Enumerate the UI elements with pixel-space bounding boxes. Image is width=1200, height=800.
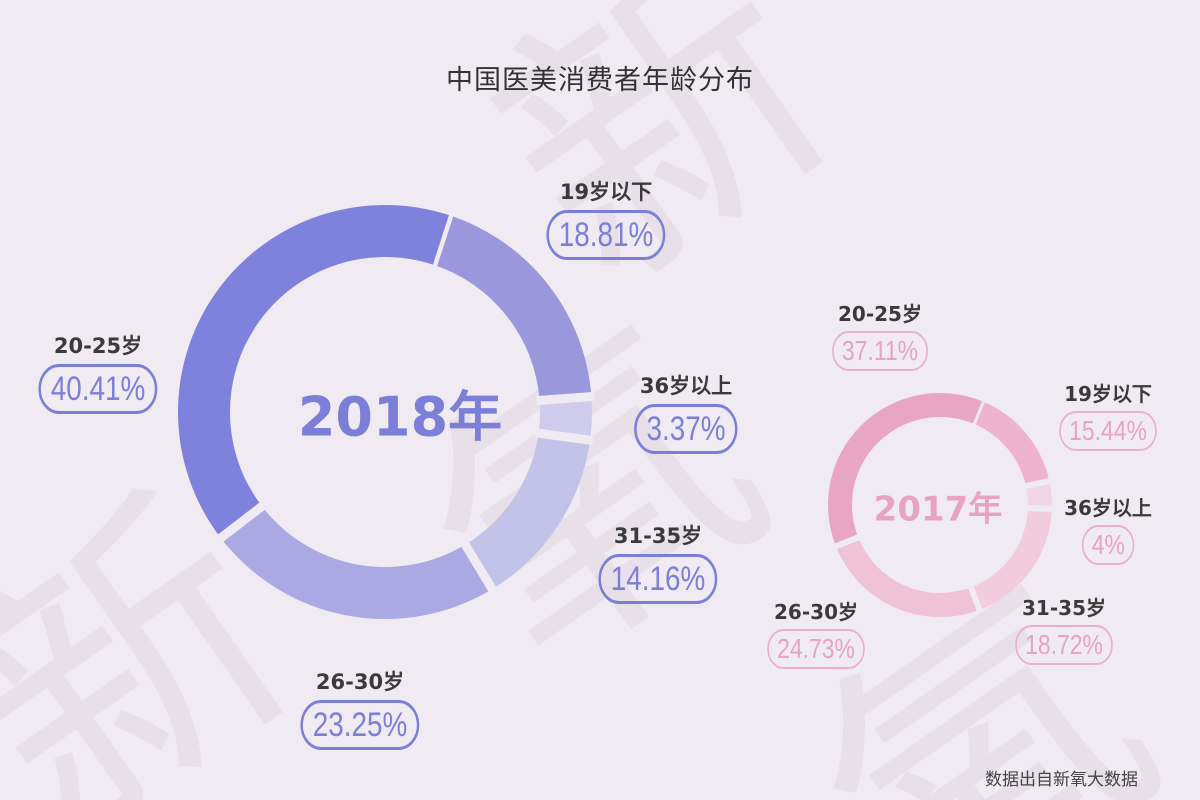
chart-title: 中国医美消费者年龄分布	[446, 65, 754, 96]
center-label-2017: 2017年	[873, 489, 1003, 530]
label-2017-a20: 20-25岁 37.11%	[822, 298, 939, 371]
category-label: 20-25岁	[838, 302, 922, 326]
category-label: 26-30岁	[315, 670, 405, 694]
value-pill: 3.37%	[634, 404, 738, 454]
value-pill: 4%	[1081, 525, 1135, 565]
value-pill: 14.16%	[598, 554, 718, 604]
category-label: 36岁以上	[1064, 496, 1152, 520]
label-2018-a26: 26-30岁 23.25%	[287, 666, 432, 750]
data-source-note: 数据出自新氧大数据	[985, 770, 1138, 790]
category-label: 19岁以下	[559, 180, 653, 204]
label-2018-u19: 19岁以下 18.81%	[533, 176, 678, 260]
category-label: 31-35岁	[1022, 596, 1106, 620]
category-label: 31-35岁	[613, 524, 703, 548]
donut-segment	[1025, 480, 1052, 509]
label-2017-a26: 26-30岁 24.73%	[757, 596, 876, 669]
label-2017-a31: 31-35岁 18.72%	[1005, 592, 1124, 665]
value-pill: 18.72%	[1015, 625, 1113, 665]
label-2017-o36: 36岁以上 4%	[1064, 492, 1152, 565]
value-pill: 23.25%	[300, 700, 420, 750]
category-label: 20-25岁	[53, 334, 143, 358]
donut-segment	[177, 205, 449, 538]
donut-segment	[220, 506, 493, 619]
donut-segment	[828, 393, 982, 547]
donut-segment	[970, 508, 1052, 610]
donut-segment	[972, 401, 1050, 487]
category-label: 26-30岁	[774, 600, 858, 624]
donut-segment	[465, 433, 591, 590]
category-label: 36岁以上	[639, 374, 733, 398]
label-2018-a20: 20-25岁 40.41%	[25, 330, 170, 414]
value-pill: 40.41%	[38, 364, 158, 414]
value-pill: 18.81%	[546, 210, 666, 260]
value-pill: 15.44%	[1059, 411, 1157, 451]
value-pill: 24.73%	[767, 629, 865, 669]
donut-segment	[538, 396, 592, 441]
donut-segment	[432, 215, 592, 401]
donut-segment	[835, 537, 980, 617]
value-pill: 37.11%	[832, 331, 928, 371]
category-label: 19岁以下	[1064, 382, 1152, 406]
label-2017-u19: 19岁以下 15.44%	[1049, 378, 1168, 451]
center-label-2018: 2018年	[297, 385, 503, 449]
label-2018-a31: 31-35岁 14.16%	[585, 520, 730, 604]
label-2018-o36: 36岁以上 3.37%	[623, 370, 749, 454]
